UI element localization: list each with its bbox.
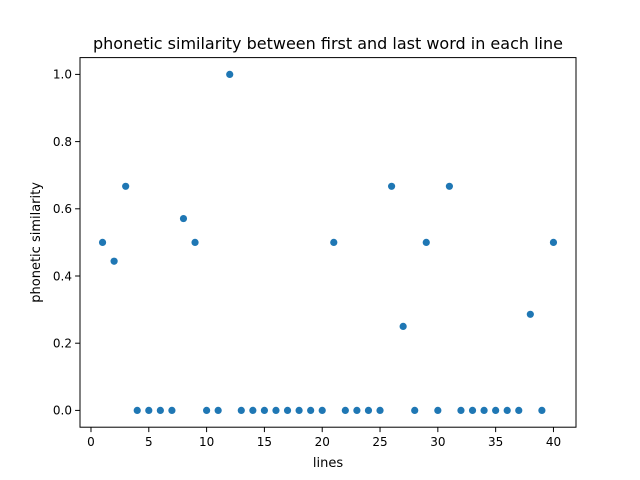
data-point	[226, 70, 234, 78]
y-axis-label: phonetic similarity	[29, 182, 44, 303]
data-point	[203, 406, 211, 414]
data-point	[422, 238, 430, 246]
x-tick-label: 0	[87, 435, 95, 449]
data-point	[376, 406, 384, 414]
data-point	[145, 406, 153, 414]
data-point	[168, 406, 176, 414]
x-tick-label: 35	[488, 435, 503, 449]
data-point	[549, 238, 558, 246]
data-points	[98, 70, 558, 414]
x-tick-label: 20	[315, 435, 330, 449]
x-tick-label: 30	[430, 435, 445, 449]
x-tick-label: 15	[257, 435, 272, 449]
data-point	[330, 238, 338, 246]
y-tick-label: 0.8	[53, 135, 72, 149]
y-tick-label: 0.2	[53, 337, 72, 351]
data-point	[492, 406, 500, 414]
data-point	[249, 406, 257, 414]
x-axis-ticks: 0 5 10 15 20 25 30 35 40	[87, 427, 561, 449]
y-tick-label: 0.4	[53, 269, 72, 283]
data-point	[526, 310, 534, 318]
x-tick-label: 5	[145, 435, 153, 449]
data-point	[538, 406, 546, 414]
plot-frame	[79, 57, 577, 428]
x-axis-label: lines	[313, 456, 343, 471]
data-point	[122, 182, 130, 190]
data-point	[214, 406, 222, 414]
data-point	[283, 406, 292, 414]
data-point	[110, 257, 118, 265]
y-axis-ticks: 0.0 0.2 0.4 0.6 0.8 1.0	[53, 68, 80, 418]
x-tick-label: 25	[372, 435, 387, 449]
y-tick-label: 1.0	[53, 68, 72, 82]
data-point	[503, 406, 511, 414]
data-point	[179, 214, 188, 223]
data-point	[411, 406, 419, 414]
y-tick-label: 0.0	[53, 404, 72, 418]
data-point	[260, 406, 269, 414]
data-point	[191, 238, 199, 246]
data-point	[468, 406, 477, 414]
data-point	[480, 406, 488, 414]
data-point	[156, 406, 164, 414]
data-point	[272, 406, 280, 414]
data-point	[341, 406, 349, 414]
data-point	[515, 406, 523, 414]
data-point	[445, 182, 453, 190]
data-point	[237, 406, 245, 414]
data-point	[295, 406, 303, 414]
data-point	[457, 406, 465, 414]
data-point	[98, 238, 107, 246]
x-tick-label: 40	[546, 435, 561, 449]
chart-title: phonetic similarity between first and la…	[93, 34, 563, 53]
data-point	[307, 406, 315, 414]
data-point	[353, 406, 361, 414]
data-point	[387, 182, 396, 190]
data-point	[364, 406, 373, 414]
y-tick-label: 0.6	[53, 202, 72, 216]
data-point	[318, 406, 326, 414]
data-point	[399, 322, 407, 330]
data-point	[133, 406, 141, 414]
data-point	[434, 406, 442, 414]
x-tick-label: 10	[199, 435, 214, 449]
